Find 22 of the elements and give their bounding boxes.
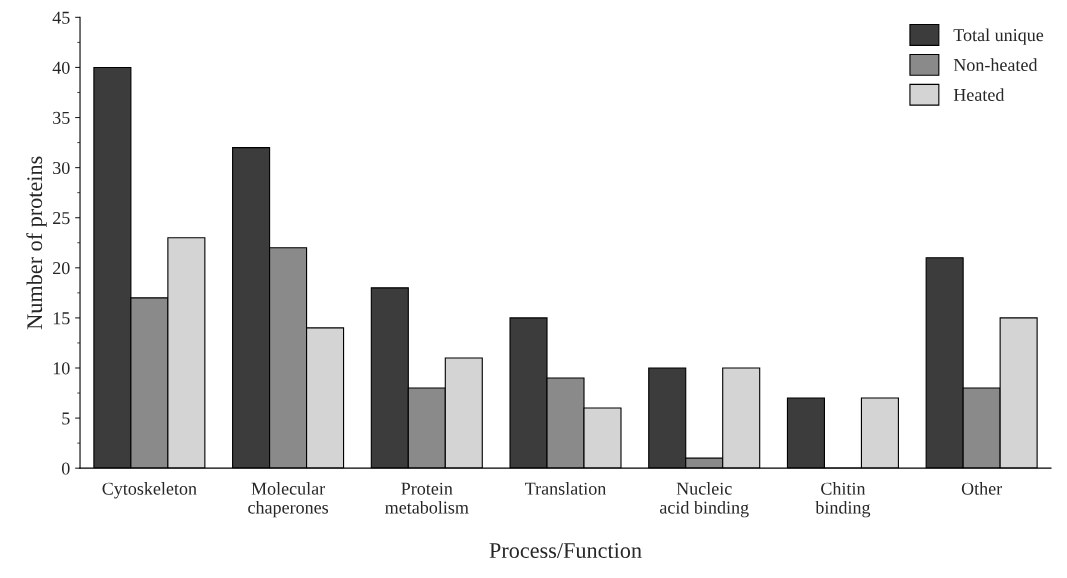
y-tick-label: 5 xyxy=(62,412,70,425)
x-tick-label: Nucleic acid binding xyxy=(659,482,749,518)
y-tick-label: 45 xyxy=(52,11,70,24)
legend-label: Total unique xyxy=(953,28,1044,45)
x-tick-label: Chitin binding xyxy=(815,482,871,518)
x-axis-title: Process/Function xyxy=(489,543,642,559)
y-tick-label: 10 xyxy=(53,362,70,375)
y-tick-label: 40 xyxy=(52,61,70,74)
y-tick-label: 30 xyxy=(53,161,70,175)
y-tick-label: 15 xyxy=(53,312,70,325)
legend-label: Non-heated xyxy=(953,58,1038,72)
y-tick-label: 25 xyxy=(53,212,70,225)
x-tick-label: Other xyxy=(961,482,1003,495)
x-tick-label: Translation xyxy=(525,482,607,495)
x-tick-label: Molecular chaperones xyxy=(248,482,329,518)
y-axis-title: Number of proteins xyxy=(26,156,47,330)
y-tick-label: 35 xyxy=(53,111,70,124)
x-tick-label: Protein metabolism xyxy=(385,482,469,514)
legend-label: Heated xyxy=(953,88,1005,101)
y-tick-label: 20 xyxy=(53,262,70,275)
y-tick-label: 0 xyxy=(61,462,70,475)
x-tick-label: Cytoskeleton xyxy=(102,482,197,499)
